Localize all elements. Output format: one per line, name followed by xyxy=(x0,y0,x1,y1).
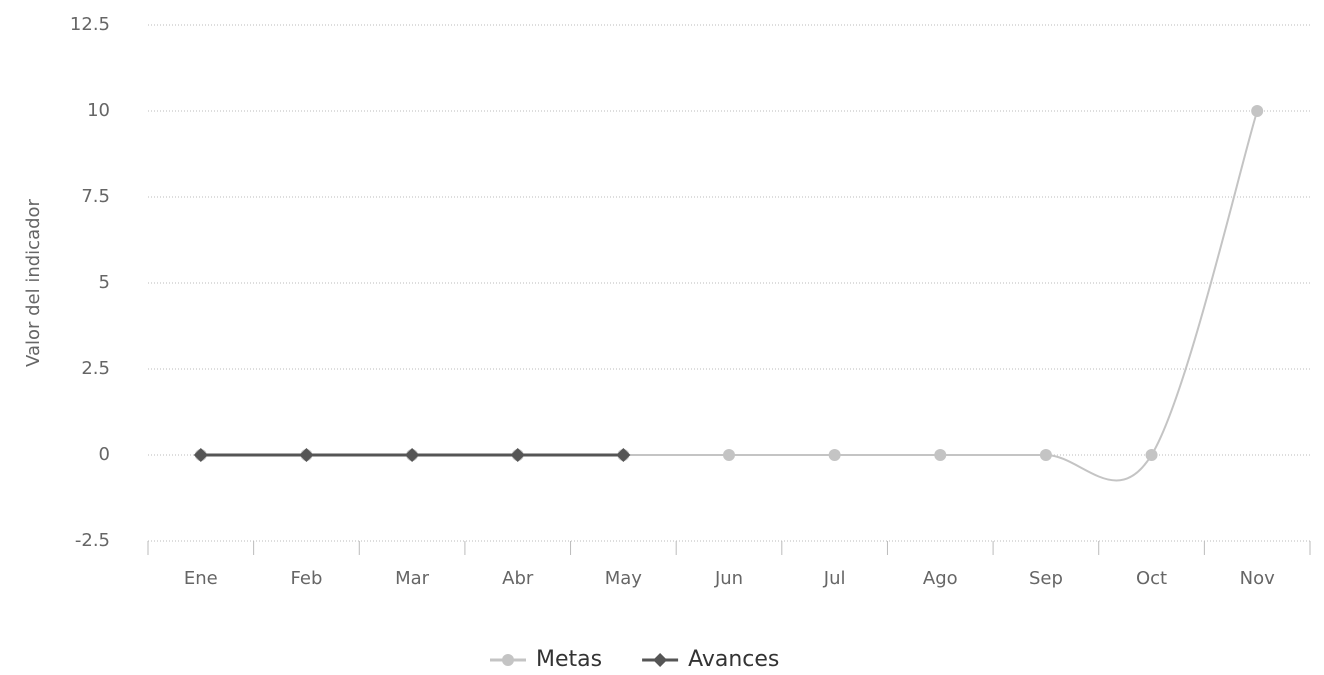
x-tick-label: Ene xyxy=(184,568,218,589)
x-tick-label: Sep xyxy=(1029,568,1063,589)
point xyxy=(1145,449,1158,461)
y-tick-label: 7.5 xyxy=(81,186,110,207)
legend-marker xyxy=(653,653,668,667)
y-tick-label: -2.5 xyxy=(75,530,110,551)
x-tick-label: Ago xyxy=(923,568,958,589)
y-tick-label: 2.5 xyxy=(81,358,110,379)
x-tick-label: Abr xyxy=(502,568,534,589)
x-tick-label: Jun xyxy=(714,568,743,589)
legend-label: Metas xyxy=(536,647,602,672)
legend-marker xyxy=(502,654,514,666)
point xyxy=(405,448,420,462)
point xyxy=(723,449,735,461)
x-tick-label: Mar xyxy=(395,568,430,589)
y-tick-label: 12.5 xyxy=(70,14,110,35)
x-tick-label: Feb xyxy=(291,568,323,589)
point xyxy=(828,449,841,461)
y-tick-label: 5 xyxy=(99,272,110,293)
y-axis-title: Valor del indicador xyxy=(23,198,44,367)
point xyxy=(934,449,947,461)
legend: Metas Avances xyxy=(490,647,779,672)
x-tick-label: May xyxy=(605,568,643,589)
y-tick-label: 10 xyxy=(87,100,110,121)
point xyxy=(616,448,631,462)
y-tick-label: 0 xyxy=(99,444,110,465)
legend-label: Avances xyxy=(688,647,779,672)
point xyxy=(299,448,314,462)
x-tick-label: Nov xyxy=(1240,568,1275,589)
x-tick-label: Jul xyxy=(823,568,846,589)
point xyxy=(1039,449,1052,461)
point xyxy=(193,448,208,462)
series-line xyxy=(200,110,1259,482)
point xyxy=(510,448,525,462)
x-tick-label: Oct xyxy=(1136,568,1167,589)
point xyxy=(1251,105,1264,117)
